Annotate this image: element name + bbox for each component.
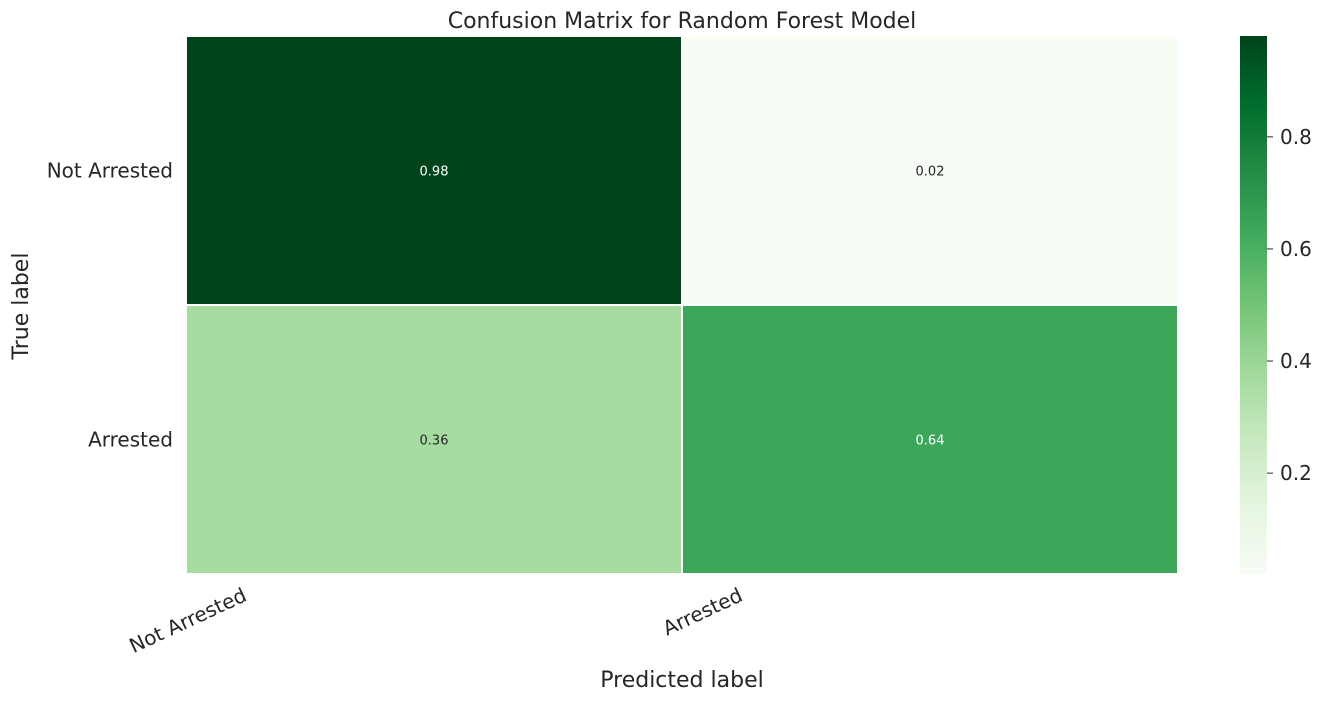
heatmap-cell (185, 35, 683, 306)
cell-value-label: 0.64 (916, 434, 945, 449)
y-tick-labels: Not Arrested Arrested (47, 159, 173, 452)
x-tick-labels: Not Arrested Arrested (125, 583, 746, 658)
x-tick-label: Arrested (659, 583, 746, 641)
chart-title: Confusion Matrix for Random Forest Model (448, 9, 917, 34)
x-tick-label: Not Arrested (125, 583, 250, 658)
colorbar-tick-label: 0.2 (1280, 461, 1312, 485)
colorbar-tick-label: 0.8 (1280, 125, 1312, 149)
cell-value-label: 0.36 (420, 434, 449, 449)
colorbar-ticks: 0.2 0.4 0.6 0.8 (1267, 125, 1312, 485)
y-axis-label: True label (9, 253, 34, 361)
heatmap-cell (681, 35, 1179, 306)
cell-value-label: 0.02 (916, 165, 945, 180)
heatmap-cell (185, 304, 683, 575)
x-axis-label: Predicted label (600, 668, 763, 693)
cell-value-label: 0.98 (420, 165, 449, 180)
y-tick-label: Arrested (88, 428, 173, 452)
y-tick-label: Not Arrested (47, 159, 173, 183)
colorbar-tick-label: 0.6 (1280, 237, 1312, 261)
heatmap-cell (681, 304, 1179, 575)
colorbar (1240, 36, 1267, 574)
heatmap-cells: 0.98 0.02 0.36 0.64 (185, 35, 1179, 575)
colorbar-tick-label: 0.4 (1280, 349, 1312, 373)
